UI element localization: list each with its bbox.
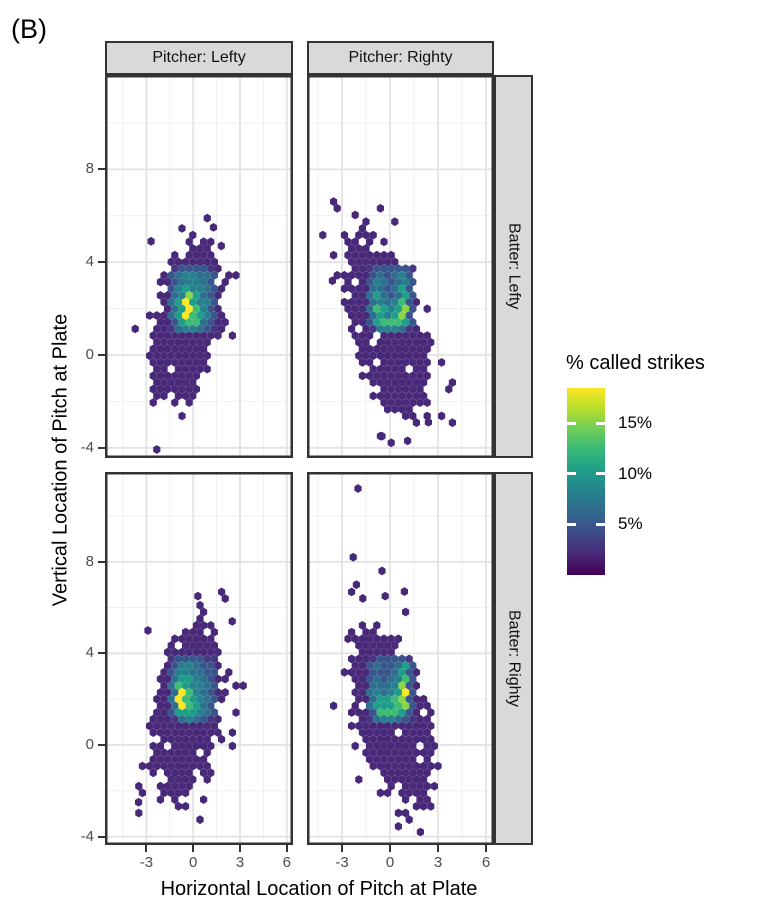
outlier-hexes: [147, 213, 225, 251]
facet-row-strip-batter-righty: Batter: Righty: [494, 472, 533, 845]
legend-tick-mark: [567, 522, 576, 526]
y-tick-mark: [98, 168, 105, 171]
facet-row-label: Batter: Righty: [505, 610, 523, 707]
panel-pitcher-lefty-batter-righty: [105, 472, 293, 845]
legend-tick-mark: [596, 522, 605, 526]
legend-tick-mark: [596, 421, 605, 425]
outlier-hexes: [349, 484, 424, 837]
y-tick-label: 4: [85, 644, 94, 662]
hex-cloud: [319, 197, 456, 448]
x-tick-mark: [389, 845, 391, 852]
x-tick-mark: [145, 845, 148, 852]
hex-cloud: [131, 224, 240, 454]
y-axis-title: Vertical Location of Pitch at Plate: [49, 313, 72, 607]
x-tick-label: -3: [335, 854, 349, 871]
x-tick-mark: [485, 845, 487, 852]
facet-col-label: Pitcher: Lefty: [152, 49, 246, 66]
legend-tick-mark: [596, 472, 605, 476]
panel-border: [307, 75, 494, 458]
y-tick-mark: [98, 560, 105, 563]
hexbin-plot-area: [105, 472, 293, 845]
y-tick-label: -4: [80, 827, 94, 845]
outlier-hexes: [328, 276, 432, 446]
legend-tick-label: 10%: [618, 463, 653, 483]
hexbin-plot-area: [307, 75, 494, 458]
hex-cloud: [135, 587, 247, 825]
legend-tick-mark: [567, 472, 576, 476]
x-tick-label: 6: [481, 854, 491, 871]
panel-pitcher-righty-batter-lefty: [307, 75, 494, 458]
x-tick-label: 3: [235, 854, 245, 871]
x-tick-mark: [285, 845, 288, 852]
x-tick-mark: [192, 845, 195, 852]
legend-tick-mark: [567, 421, 576, 425]
y-tick-label: 8: [85, 552, 94, 570]
y-tick-label: 4: [85, 253, 94, 271]
x-tick-label: 3: [433, 854, 443, 871]
panel-pitcher-lefty-batter-lefty: [105, 75, 293, 458]
panel-border: [105, 75, 293, 458]
hexbin-plot-area: [105, 75, 293, 458]
y-tick-label: 0: [85, 736, 94, 753]
x-tick-mark: [341, 845, 343, 852]
x-tick-label: 0: [385, 854, 395, 871]
y-tick-mark: [98, 835, 105, 838]
hex-cloud: [330, 587, 442, 831]
x-tick-mark: [437, 845, 439, 852]
y-tick-mark: [98, 744, 105, 746]
x-tick-label: 6: [282, 854, 291, 871]
facet-col-label: Pitcher: Righty: [348, 49, 453, 66]
y-tick-mark: [98, 261, 105, 264]
facet-row-strip-batter-lefty: Batter: Lefty: [494, 75, 533, 458]
facet-row-label: Batter: Lefty: [505, 223, 523, 310]
y-tick-label: -4: [80, 438, 94, 456]
panel-border: [105, 472, 293, 845]
y-tick-mark: [98, 354, 105, 356]
y-tick-label: 8: [85, 160, 94, 178]
x-tick-label: 0: [189, 854, 198, 871]
legend-gradient-bar: [567, 388, 605, 575]
hexbin-plot-area: [307, 472, 494, 845]
facet-col-strip-pitcher-righty: Pitcher: Righty: [307, 41, 494, 75]
facet-col-strip-pitcher-lefty: Pitcher: Lefty: [105, 41, 293, 75]
x-axis-title: Horizontal Location of Pitch at Plate: [160, 878, 478, 900]
y-tick-label: 0: [85, 346, 94, 363]
y-tick-mark: [98, 652, 105, 655]
panel-pitcher-righty-batter-righty: [307, 472, 494, 845]
x-tick-mark: [239, 845, 241, 852]
figure-label: (B): [11, 14, 47, 44]
y-tick-mark: [98, 446, 105, 449]
legend-title: % called strikes: [566, 352, 705, 374]
legend-tick-label: 15%: [618, 413, 653, 433]
panel-border: [307, 472, 494, 845]
outlier-hexes: [135, 591, 236, 807]
x-tick-label: -3: [139, 854, 154, 871]
legend-tick-label: 5%: [618, 514, 643, 534]
